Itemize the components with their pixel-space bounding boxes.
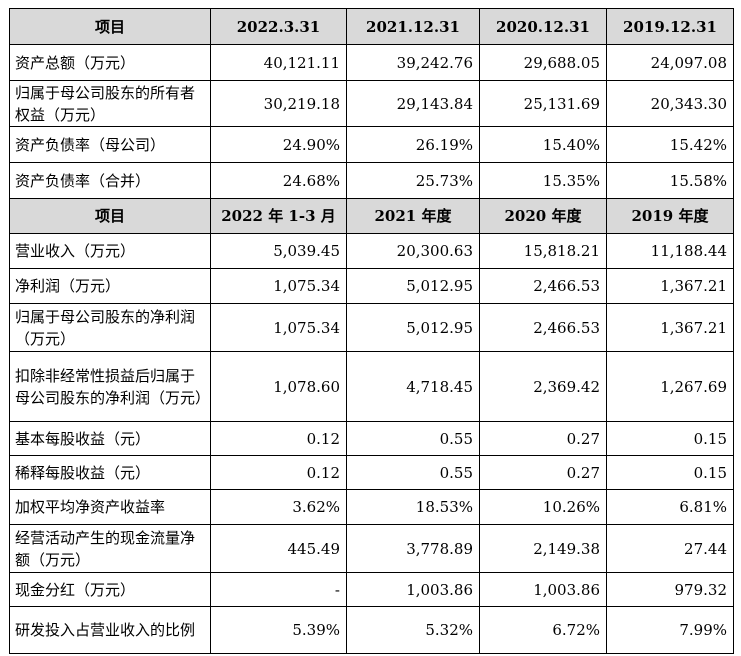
value-cell: 2,369.42 (479, 351, 607, 422)
value-cell: 2,466.53 (479, 303, 607, 352)
value-cell: 15.35% (479, 162, 607, 199)
table-row: 归属于母公司股东的所有者权益（万元） 30,219.18 29,143.84 2… (9, 80, 734, 127)
value-cell: 7.99% (606, 606, 734, 654)
value-cell: 11,188.44 (606, 233, 734, 269)
table-row: 扣除非经常性损益后归属于母公司股东的净利润（万元） 1,078.60 4,718… (9, 351, 734, 422)
header-cell: 2019 年度 (606, 198, 734, 234)
header-cell: 项目 (9, 8, 211, 45)
value-cell: 5,039.45 (210, 233, 347, 269)
value-cell: 0.15 (606, 455, 734, 490)
value-cell: 25,131.69 (479, 80, 607, 127)
value-cell: 40,121.11 (210, 44, 347, 81)
row-label: 归属于母公司股东的所有者权益（万元） (9, 80, 211, 127)
value-cell: 1,267.69 (606, 351, 734, 422)
header-cell: 2022 年 1-3 月 (210, 198, 347, 234)
header-row-income: 项目 2022 年 1-3 月 2021 年度 2020 年度 2019 年度 (9, 198, 734, 234)
value-cell: 20,343.30 (606, 80, 734, 127)
value-cell: 15.58% (606, 162, 734, 199)
row-label: 稀释每股收益（元） (9, 455, 211, 490)
table-row: 营业收入（万元） 5,039.45 20,300.63 15,818.21 11… (9, 233, 734, 269)
value-cell: 3.62% (210, 489, 347, 525)
value-cell: 25.73% (346, 162, 480, 199)
header-cell: 2020 年度 (479, 198, 607, 234)
table-row: 资产负债率（合并） 24.68% 25.73% 15.35% 15.58% (9, 162, 734, 199)
header-cell: 2022.3.31 (210, 8, 347, 45)
value-cell: 27.44 (606, 524, 734, 573)
table-row: 稀释每股收益（元） 0.12 0.55 0.27 0.15 (9, 455, 734, 490)
row-label: 加权平均净资产收益率 (9, 489, 211, 525)
header-cell: 2021 年度 (346, 198, 480, 234)
value-cell: - (210, 572, 347, 607)
value-cell: 39,242.76 (346, 44, 480, 81)
value-cell: 2,149.38 (479, 524, 607, 573)
table-row: 经营活动产生的现金流量净额（万元） 445.49 3,778.89 2,149.… (9, 524, 734, 573)
header-cell: 2020.12.31 (479, 8, 607, 45)
value-cell: 0.55 (346, 421, 480, 456)
value-cell: 445.49 (210, 524, 347, 573)
table-row: 研发投入占营业收入的比例 5.39% 5.32% 6.72% 7.99% (9, 606, 734, 654)
value-cell: 15.40% (479, 126, 607, 163)
value-cell: 979.32 (606, 572, 734, 607)
value-cell: 18.53% (346, 489, 480, 525)
value-cell: 24.90% (210, 126, 347, 163)
table-row: 现金分红（万元） - 1,003.86 1,003.86 979.32 (9, 572, 734, 607)
value-cell: 1,075.34 (210, 268, 347, 304)
value-cell: 26.19% (346, 126, 480, 163)
row-label: 归属于母公司股东的净利润（万元） (9, 303, 211, 352)
value-cell: 10.26% (479, 489, 607, 525)
row-label: 资产负债率（合并） (9, 162, 211, 199)
header-cell: 项目 (9, 198, 211, 234)
table-row: 资产负债率（母公司） 24.90% 26.19% 15.40% 15.42% (9, 126, 734, 163)
row-label: 研发投入占营业收入的比例 (9, 606, 211, 654)
value-cell: 24.68% (210, 162, 347, 199)
row-label: 经营活动产生的现金流量净额（万元） (9, 524, 211, 573)
table-row: 净利润（万元） 1,075.34 5,012.95 2,466.53 1,367… (9, 268, 734, 304)
value-cell: 0.27 (479, 421, 607, 456)
value-cell: 0.55 (346, 455, 480, 490)
value-cell: 1,003.86 (479, 572, 607, 607)
value-cell: 2,466.53 (479, 268, 607, 304)
value-cell: 20,300.63 (346, 233, 480, 269)
value-cell: 29,688.05 (479, 44, 607, 81)
row-label: 资产总额（万元） (9, 44, 211, 81)
value-cell: 5,012.95 (346, 268, 480, 304)
value-cell: 3,778.89 (346, 524, 480, 573)
value-cell: 1,075.34 (210, 303, 347, 352)
value-cell: 15,818.21 (479, 233, 607, 269)
header-cell: 2019.12.31 (606, 8, 734, 45)
value-cell: 6.81% (606, 489, 734, 525)
value-cell: 0.15 (606, 421, 734, 456)
value-cell: 30,219.18 (210, 80, 347, 127)
value-cell: 0.12 (210, 421, 347, 456)
value-cell: 6.72% (479, 606, 607, 654)
value-cell: 5.32% (346, 606, 480, 654)
row-label: 扣除非经常性损益后归属于母公司股东的净利润（万元） (9, 351, 211, 422)
value-cell: 24,097.08 (606, 44, 734, 81)
row-label: 现金分红（万元） (9, 572, 211, 607)
value-cell: 1,003.86 (346, 572, 480, 607)
row-label: 净利润（万元） (9, 268, 211, 304)
value-cell: 1,367.21 (606, 268, 734, 304)
row-label: 基本每股收益（元） (9, 421, 211, 456)
table-row: 基本每股收益（元） 0.12 0.55 0.27 0.15 (9, 421, 734, 456)
value-cell: 0.27 (479, 455, 607, 490)
value-cell: 15.42% (606, 126, 734, 163)
table-row: 资产总额（万元） 40,121.11 39,242.76 29,688.05 2… (9, 44, 734, 81)
value-cell: 0.12 (210, 455, 347, 490)
row-label: 营业收入（万元） (9, 233, 211, 269)
value-cell: 29,143.84 (346, 80, 480, 127)
value-cell: 1,078.60 (210, 351, 347, 422)
financial-summary-table: 项目 2022.3.31 2021.12.31 2020.12.31 2019.… (9, 8, 734, 654)
value-cell: 4,718.45 (346, 351, 480, 422)
header-row-balance: 项目 2022.3.31 2021.12.31 2020.12.31 2019.… (9, 8, 734, 45)
header-cell: 2021.12.31 (346, 8, 480, 45)
value-cell: 1,367.21 (606, 303, 734, 352)
row-label: 资产负债率（母公司） (9, 126, 211, 163)
table-row: 加权平均净资产收益率 3.62% 18.53% 10.26% 6.81% (9, 489, 734, 525)
table-row: 归属于母公司股东的净利润（万元） 1,075.34 5,012.95 2,466… (9, 303, 734, 352)
value-cell: 5,012.95 (346, 303, 480, 352)
value-cell: 5.39% (210, 606, 347, 654)
